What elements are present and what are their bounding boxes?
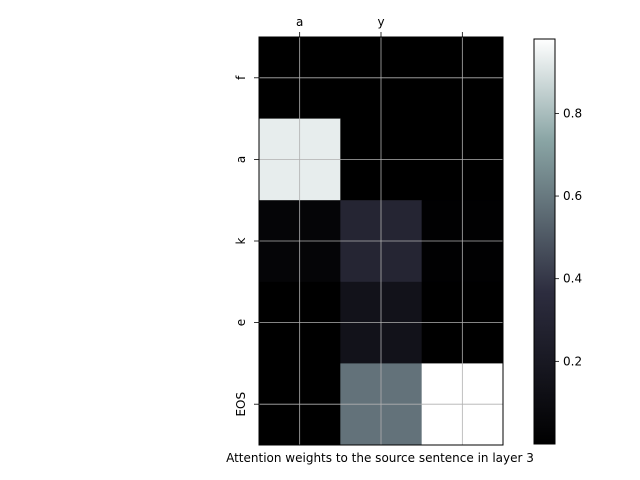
- colorbar-frame: [533, 38, 556, 445]
- y-tick-label: k: [234, 237, 248, 244]
- colorbar-ticks: 0.2 0.4 0.6 0.8: [555, 106, 582, 368]
- heatmap-grid: [259, 37, 503, 445]
- y-tick-label: EOS: [234, 392, 248, 417]
- y-tick-label: f: [234, 75, 248, 80]
- colorbar-tick-label: 0.2: [563, 354, 582, 368]
- colorbar-tick-label: 0.4: [563, 272, 582, 286]
- y-tick-label: e: [234, 319, 248, 326]
- x-tick-label: y: [377, 15, 384, 29]
- x-tick-label: a: [296, 15, 303, 29]
- y-axis-ticks: f a k e EOS: [234, 75, 259, 417]
- colorbar-tick-label: 0.6: [563, 189, 582, 203]
- y-tick-label: a: [234, 156, 248, 163]
- colorbar-tick-label: 0.8: [563, 106, 582, 120]
- x-axis-label: Attention weights to the source sentence…: [226, 451, 534, 465]
- colorbar: [534, 39, 555, 444]
